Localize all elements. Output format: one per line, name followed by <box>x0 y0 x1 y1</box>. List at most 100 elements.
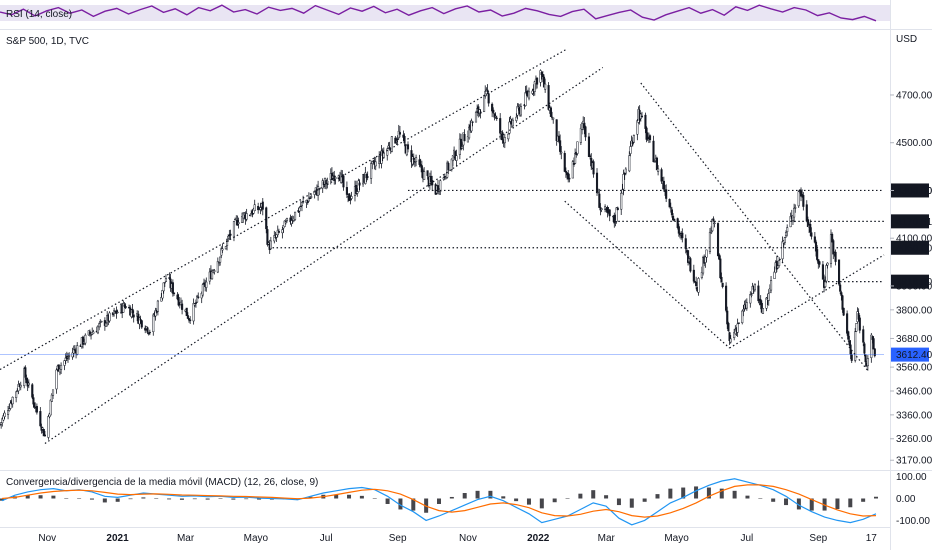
candle-body <box>492 109 495 113</box>
price-tick-label: 3260.00 <box>896 434 932 445</box>
level-label-bg <box>891 274 929 289</box>
macd-histogram-bar <box>874 496 878 499</box>
candle-body <box>655 157 658 171</box>
candle-body <box>628 155 631 172</box>
macd-histogram-bar <box>372 498 377 499</box>
candle-body <box>560 151 563 154</box>
macd-histogram-bar <box>89 498 94 500</box>
candle-body <box>863 343 866 354</box>
candle-body <box>224 246 227 250</box>
macd-histogram-bar <box>257 498 262 500</box>
candle-body <box>186 315 189 319</box>
macd-histogram-bar <box>526 498 531 505</box>
candle-body <box>403 136 406 144</box>
candle-body <box>821 264 824 280</box>
candle-body <box>300 201 304 207</box>
candle-body <box>269 240 272 250</box>
time-axis[interactable]: Nov 2021 Mar Mayo Jul Sep Nov 2022 Mar Mayo Jul Sep… <box>38 533 877 544</box>
candle-body <box>557 135 561 142</box>
candle-body <box>592 161 595 175</box>
macd-histogram-bar <box>488 490 493 499</box>
candle-body <box>644 114 647 129</box>
trendline <box>44 67 604 445</box>
candle-body <box>583 122 586 129</box>
candle-body <box>621 189 624 194</box>
price-pane[interactable]: 4300.00 4170.61 4060.00 3918.00 3612.40 <box>0 49 932 445</box>
macd-histogram-bar <box>578 493 583 499</box>
candle-body <box>66 356 70 359</box>
candle-body <box>718 254 721 260</box>
candle-body <box>773 271 776 280</box>
price-axis[interactable]: 4700.00 4500.00 4300.00 4100.00 3900.00 3800.… <box>890 90 932 527</box>
macd-histogram-bar <box>64 498 69 499</box>
candle-body <box>423 171 426 180</box>
candle-body <box>695 281 698 287</box>
level-label: 4300.00 <box>896 186 932 197</box>
candle-body <box>47 416 50 438</box>
macd-histogram-bar <box>732 490 737 499</box>
macd-histogram-bar <box>501 496 506 499</box>
candle-body <box>507 133 510 140</box>
candle-body <box>848 340 851 346</box>
macd-histogram-bar <box>154 498 159 499</box>
candle-body <box>736 323 739 333</box>
candle-body <box>713 222 716 225</box>
candle-body <box>386 148 389 156</box>
candle-body <box>213 270 216 272</box>
candle-body <box>564 170 567 173</box>
macd-histogram-bar <box>784 498 789 506</box>
macd-histogram-bar <box>347 494 352 499</box>
candle-body <box>729 338 732 343</box>
candle-body <box>632 135 635 143</box>
candle-body <box>846 313 849 334</box>
macd-histogram-bar <box>115 498 120 502</box>
candle-body <box>527 91 531 99</box>
macd-label: Convergencia/divergencia de la media móv… <box>6 477 318 488</box>
candle-body <box>719 258 722 279</box>
candle-body <box>60 364 63 370</box>
macd-pane[interactable] <box>0 478 878 526</box>
candle-body <box>784 231 788 237</box>
candle-body <box>172 292 176 294</box>
candle-body <box>677 226 680 234</box>
candle-body <box>307 197 310 202</box>
macd-tick-label: 0.00 <box>896 494 916 505</box>
macd-histogram-bar <box>809 498 814 511</box>
candle-body <box>192 303 195 322</box>
time-tick-label: Jul <box>740 533 753 544</box>
candle-body <box>48 413 51 418</box>
candle-body <box>761 308 765 314</box>
candle-body <box>168 277 171 279</box>
candle-body <box>854 331 857 361</box>
candle-body <box>598 193 601 208</box>
candle-body <box>444 177 448 180</box>
candle-body <box>68 355 71 357</box>
candle-body <box>742 309 745 312</box>
candle-body <box>100 320 103 323</box>
candle-body <box>640 115 644 118</box>
candle-body <box>841 295 844 310</box>
candle-body <box>866 358 869 367</box>
macd-histogram-bar <box>244 498 249 500</box>
candle-body <box>849 344 852 355</box>
candle-body <box>55 369 58 390</box>
candle-body <box>847 331 850 340</box>
candle-body <box>749 294 752 304</box>
candle-body <box>235 218 238 221</box>
candle-body <box>194 302 197 304</box>
candle-body <box>781 241 784 260</box>
candle-body <box>356 191 359 194</box>
candle-body <box>193 303 196 306</box>
candle-body <box>576 141 579 154</box>
rsi-pane[interactable] <box>0 4 877 22</box>
macd-histogram-bar <box>758 498 763 499</box>
candle-body <box>8 408 11 411</box>
candle-body <box>725 285 728 311</box>
candle-body <box>721 282 724 287</box>
candle-body <box>342 175 345 188</box>
candle-body <box>370 163 373 179</box>
candle-body <box>541 74 544 77</box>
macd-histogram-bar <box>102 498 107 503</box>
